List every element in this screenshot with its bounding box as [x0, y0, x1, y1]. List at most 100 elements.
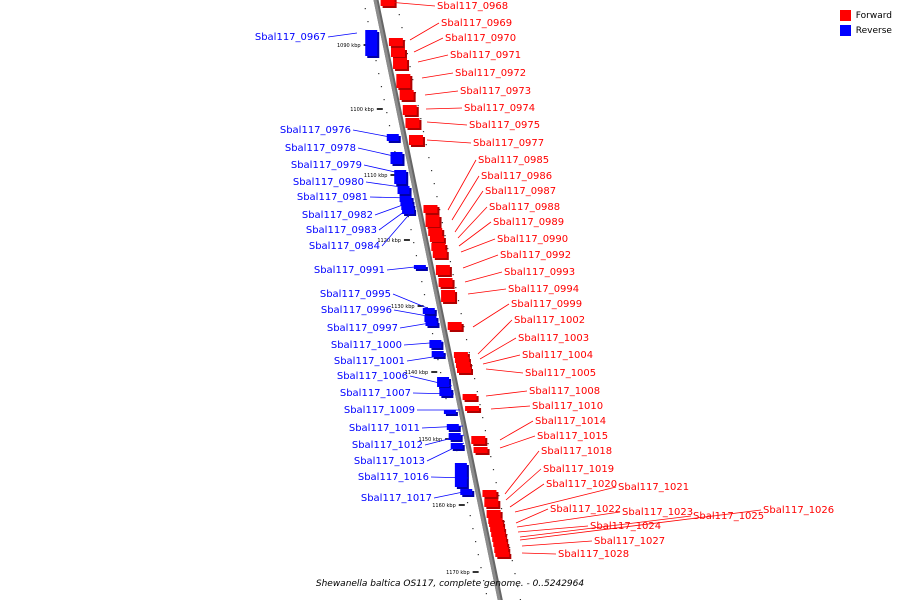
gene-body — [448, 433, 461, 440]
gene-body — [453, 352, 468, 358]
minor-tick — [431, 333, 434, 335]
minor-tick — [480, 567, 482, 569]
leader-line — [457, 206, 488, 239]
leader-line — [424, 434, 465, 446]
minor-tick — [460, 313, 462, 315]
minor-tick — [447, 248, 449, 250]
leader-line — [499, 420, 534, 441]
leader-line — [467, 288, 507, 295]
gene-body — [405, 118, 420, 128]
minor-tick — [476, 391, 478, 393]
leader-line — [490, 405, 531, 410]
minor-tick — [401, 27, 403, 29]
leader-line — [516, 511, 621, 528]
leader-line — [426, 442, 465, 462]
gene-label: Sbal117_0988 — [489, 202, 560, 213]
reverse-gene-glyph — [454, 463, 469, 489]
minor-tick — [474, 378, 476, 380]
minor-tick — [407, 216, 409, 218]
leader-line — [485, 368, 524, 374]
reverse-gene-glyph — [422, 308, 437, 316]
gene-body — [431, 243, 446, 251]
gene-body — [462, 394, 477, 400]
leader-line — [430, 476, 470, 479]
legend-reverse: Reverse — [839, 23, 892, 38]
leader-line — [387, 1, 436, 7]
gene-body — [435, 265, 450, 275]
forward-gene-glyph — [495, 552, 512, 559]
minor-tick — [410, 229, 412, 231]
gene-label: Sbal117_0983 — [306, 225, 377, 236]
minor-tick — [409, 66, 411, 68]
leader-line — [458, 221, 492, 247]
gene-label: Sbal117_0986 — [481, 171, 552, 182]
minor-tick — [417, 105, 419, 107]
leader-line — [426, 139, 472, 144]
forward-gene-glyph — [393, 58, 410, 71]
gene-label: Sbal117_1004 — [522, 350, 593, 361]
forward-gene-glyph — [432, 250, 449, 260]
leader-line — [378, 205, 413, 231]
minor-tick — [495, 482, 497, 484]
reverse-gene-glyph — [413, 265, 428, 271]
leader-line — [482, 354, 521, 365]
reverse-gene-glyph — [365, 30, 380, 58]
leader-line — [409, 22, 440, 41]
forward-gene-glyph — [402, 105, 419, 117]
gene-body — [486, 510, 501, 518]
minor-tick — [412, 79, 414, 81]
leader-line — [515, 508, 549, 524]
legend-forward: Forward — [839, 8, 892, 23]
gene-label: Sbal117_0992 — [500, 250, 571, 261]
gene-label: Sbal117_0996 — [321, 305, 392, 316]
forward-gene-glyph — [396, 74, 413, 90]
gene-body — [447, 322, 462, 330]
gene-label: Sbal117_1019 — [543, 464, 614, 475]
legend-reverse-label: Reverse — [855, 25, 892, 36]
gene-label: Sbal117_0978 — [285, 143, 356, 154]
minor-tick — [472, 528, 474, 530]
minor-tick — [477, 554, 479, 556]
minor-tick — [364, 8, 366, 10]
gene-label: Sbal117_0972 — [455, 68, 526, 79]
reverse-gene-glyph — [386, 134, 401, 143]
forward-gene-glyph — [438, 278, 455, 289]
map-caption: Shewanella baltica OS117, complete genom… — [315, 579, 585, 589]
forward-gene-glyph — [380, 0, 397, 8]
gene-label: Sbal117_1017 — [361, 493, 432, 504]
reverse-gene-glyph — [450, 443, 465, 451]
gene-label: Sbal117_0971 — [450, 50, 521, 61]
leader-line — [521, 552, 557, 555]
leader-line — [514, 486, 617, 513]
minor-tick — [463, 326, 465, 328]
leader-line — [504, 450, 540, 495]
gene-body — [424, 316, 437, 322]
gene-body — [390, 48, 405, 57]
gene-body — [402, 208, 415, 214]
minor-tick — [413, 242, 415, 244]
gene-body — [401, 204, 414, 210]
minor-tick — [445, 398, 447, 400]
gene-label: Sbal117_0969 — [441, 18, 512, 29]
gene-label: Sbal117_0987 — [485, 186, 556, 197]
gene-body — [399, 90, 414, 100]
tick-label: 1140 kbp — [405, 370, 429, 376]
gene-body — [399, 196, 412, 202]
leader-line — [517, 525, 589, 533]
label-layer: Sbal117_0967 Sbal117_0968 Sbal117_0969 Sbal… — [255, 1, 834, 560]
tick-label: 1130 kbp — [391, 304, 415, 310]
gene-body — [473, 447, 488, 453]
gene-body — [413, 265, 426, 269]
leader-line — [462, 254, 499, 269]
minor-tick — [433, 183, 435, 185]
forward-gene-glyph — [441, 290, 458, 304]
tick-label: 1160 kbp — [432, 503, 456, 509]
minor-tick — [422, 131, 425, 133]
gene-body — [400, 200, 413, 206]
gene-label: Sbal117_1011 — [349, 423, 420, 434]
leader-line — [374, 201, 412, 216]
gene-label: Sbal117_1026 — [763, 505, 834, 516]
gene-body — [422, 308, 435, 314]
gene-body — [386, 134, 399, 141]
legend: Forward Reverse — [839, 8, 892, 38]
